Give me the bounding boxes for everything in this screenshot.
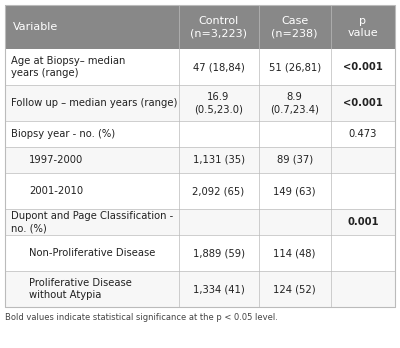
Text: Age at Biopsy– median
years (range): Age at Biopsy– median years (range) — [11, 56, 125, 78]
Text: Dupont and Page Classification -
no. (%): Dupont and Page Classification - no. (%) — [11, 211, 173, 233]
Text: Bold values indicate statistical significance at the p < 0.05 level.: Bold values indicate statistical signifi… — [5, 313, 278, 322]
Text: <0.001: <0.001 — [343, 62, 383, 72]
Text: Control
(n=3,223): Control (n=3,223) — [190, 16, 247, 38]
Text: 2,092 (65): 2,092 (65) — [192, 186, 244, 196]
Text: 8.9
(0.7,23.4): 8.9 (0.7,23.4) — [270, 92, 319, 114]
Text: Case
(n=238): Case (n=238) — [271, 16, 318, 38]
Text: Follow up – median years (range): Follow up – median years (range) — [11, 98, 177, 108]
Text: 1,334 (41): 1,334 (41) — [193, 284, 244, 294]
Text: 51 (26,81): 51 (26,81) — [268, 62, 321, 72]
Text: Proliferative Disease
without Atypia: Proliferative Disease without Atypia — [29, 278, 132, 300]
Bar — [5, 173, 395, 209]
Text: 124 (52): 124 (52) — [273, 284, 316, 294]
Text: 1,889 (59): 1,889 (59) — [192, 248, 244, 258]
Bar — [5, 235, 395, 271]
Text: 1997-2000: 1997-2000 — [29, 155, 83, 165]
Text: 16.9
(0.5,23.0): 16.9 (0.5,23.0) — [194, 92, 243, 114]
Bar — [5, 147, 395, 173]
Text: 47 (18,84): 47 (18,84) — [193, 62, 244, 72]
Bar — [5, 5, 395, 307]
Text: <0.001: <0.001 — [343, 98, 383, 108]
Bar — [5, 5, 395, 49]
Text: 0.001: 0.001 — [347, 217, 379, 227]
Text: 89 (37): 89 (37) — [276, 155, 313, 165]
Text: 2001-2010: 2001-2010 — [29, 186, 83, 196]
Text: 1,131 (35): 1,131 (35) — [192, 155, 244, 165]
Bar — [5, 209, 395, 235]
Text: 114 (48): 114 (48) — [273, 248, 316, 258]
Text: p
value: p value — [348, 16, 378, 38]
Text: Variable: Variable — [13, 22, 58, 32]
Bar — [5, 85, 395, 121]
Text: 149 (63): 149 (63) — [273, 186, 316, 196]
Bar — [5, 271, 395, 307]
Text: Non-Proliferative Disease: Non-Proliferative Disease — [29, 248, 155, 258]
Text: Biopsy year - no. (%): Biopsy year - no. (%) — [11, 129, 115, 139]
Bar — [5, 49, 395, 85]
Bar — [5, 121, 395, 147]
Text: 0.473: 0.473 — [349, 129, 377, 139]
